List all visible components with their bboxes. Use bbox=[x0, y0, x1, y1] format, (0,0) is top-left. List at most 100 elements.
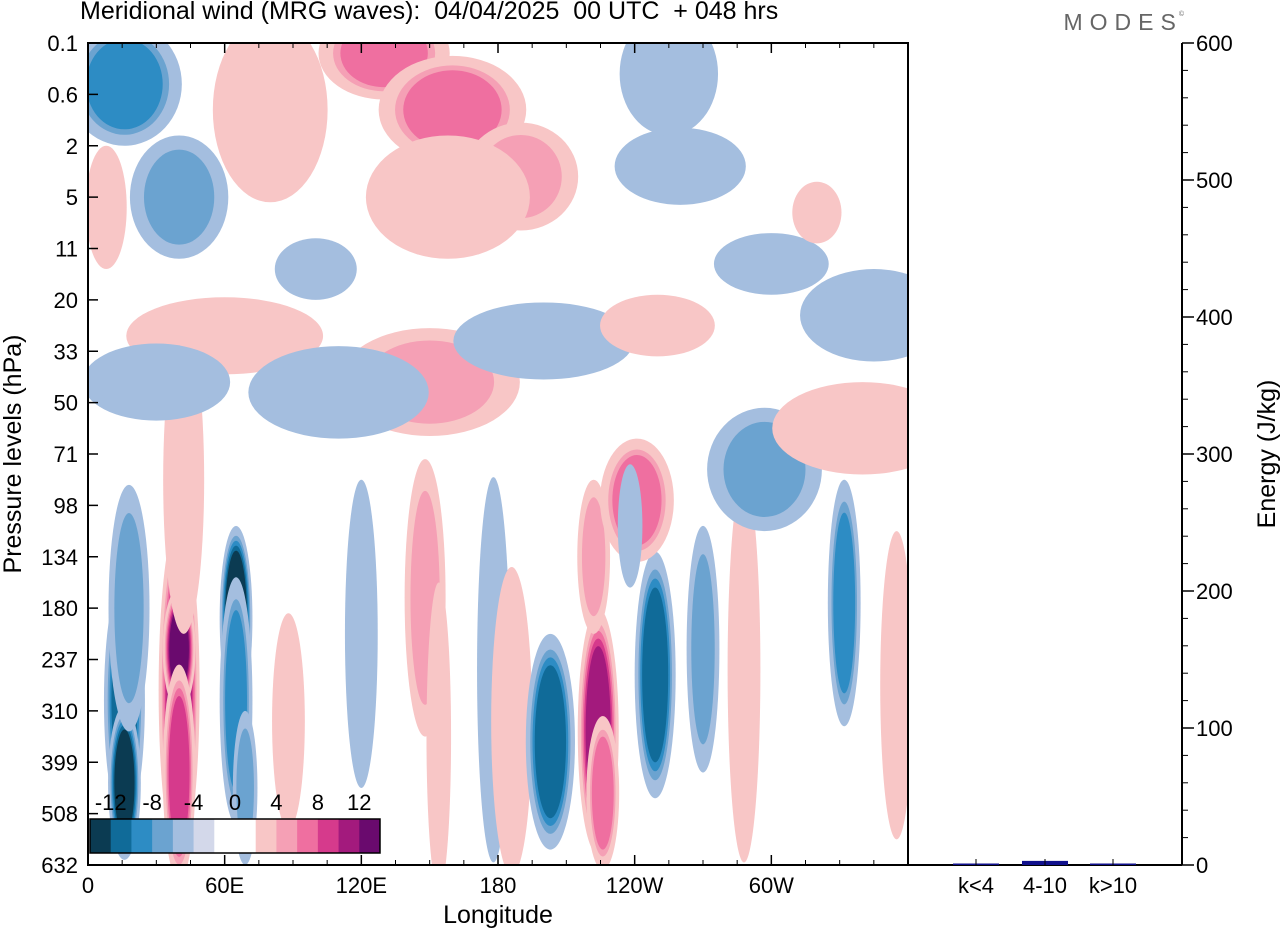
colorbar-swatch bbox=[131, 819, 153, 853]
heatmap-blob bbox=[642, 587, 669, 763]
heatmap-blob bbox=[89, 155, 123, 260]
energy-tick-label: 300 bbox=[1196, 442, 1233, 467]
y-tick-label: 310 bbox=[41, 699, 78, 724]
heatmap-blob bbox=[282, 243, 349, 295]
heatmap-blob bbox=[725, 238, 818, 290]
y-tick-label: 20 bbox=[54, 288, 78, 313]
energy-tick-label: 100 bbox=[1196, 716, 1233, 741]
heatmap-blob bbox=[168, 696, 190, 850]
y-tick-label: 0.6 bbox=[47, 82, 78, 107]
heatmap-blob bbox=[88, 43, 163, 130]
heatmap-blob bbox=[403, 70, 502, 150]
heatmap-blob bbox=[790, 389, 908, 468]
heatmap-blob bbox=[143, 149, 215, 245]
colorbar-swatch bbox=[235, 819, 257, 853]
heatmap-blob bbox=[833, 512, 856, 694]
colorbar-label: -4 bbox=[184, 790, 204, 815]
energy-category-label: k<4 bbox=[958, 873, 994, 898]
energy-ticks: 0 100 200 300 400 500 600 bbox=[1182, 31, 1233, 878]
heatmap-blob bbox=[114, 513, 144, 704]
heatmap-blob bbox=[348, 504, 375, 764]
colorbar-labels: -12 -8 -4 0 4 8 12 bbox=[95, 790, 372, 815]
heatmap-blob bbox=[382, 145, 514, 249]
colorbar-swatch bbox=[359, 819, 381, 853]
y-tick-label: 71 bbox=[54, 442, 78, 467]
x-tick-label: 120W bbox=[606, 873, 664, 898]
colorbar-swatch bbox=[276, 819, 298, 853]
y-tick-label: 2 bbox=[66, 134, 78, 159]
colorbar: -12 -8 -4 0 4 8 12 bbox=[89, 790, 381, 854]
heatmap-blob bbox=[611, 299, 704, 352]
colorbar-swatch bbox=[193, 819, 215, 853]
x-tick-label: 60E bbox=[205, 873, 244, 898]
heatmap-blob bbox=[114, 729, 135, 837]
y-tick-label: 237 bbox=[41, 648, 78, 673]
brand-mark: © bbox=[1178, 11, 1184, 18]
energy-tick-label: 600 bbox=[1196, 31, 1233, 56]
colorbar-swatches bbox=[90, 819, 381, 853]
heatmap-blob bbox=[275, 630, 302, 812]
colorbar-swatch bbox=[255, 819, 277, 853]
colorbar-label: -12 bbox=[95, 790, 127, 815]
y-tick-label: 399 bbox=[41, 750, 78, 775]
colorbar-label: 8 bbox=[312, 790, 324, 815]
colorbar-swatch bbox=[90, 819, 112, 853]
energy-category-label: 4-10 bbox=[1023, 873, 1067, 898]
heatmap-blob bbox=[814, 276, 908, 355]
heatmap-blob bbox=[627, 133, 733, 199]
brand-text: MODES bbox=[1063, 9, 1183, 35]
colorbar-swatch bbox=[297, 819, 319, 853]
heatmap-field bbox=[88, 43, 908, 865]
colorbar-label: 4 bbox=[270, 790, 282, 815]
heatmap-blob bbox=[428, 607, 449, 865]
y-tick-label: 33 bbox=[54, 339, 78, 364]
y-tick-label: 50 bbox=[54, 391, 78, 416]
energy-tick-label: 0 bbox=[1196, 853, 1208, 878]
x-tick-label: 0 bbox=[82, 873, 94, 898]
y-tick-label: 508 bbox=[41, 802, 78, 827]
heatmap-blob bbox=[883, 555, 908, 815]
colorbar-swatch bbox=[152, 819, 174, 853]
energy-axis-label: Energy (J/kg) bbox=[1253, 380, 1280, 529]
heatmap-blob bbox=[591, 736, 614, 850]
y-tick-label: 632 bbox=[41, 853, 78, 878]
energy-category-labels: k<4 4-10 k>10 bbox=[958, 859, 1137, 898]
heatmap-blob bbox=[266, 353, 411, 432]
heatmap-blob bbox=[97, 349, 216, 415]
energy-tick-label: 500 bbox=[1196, 168, 1233, 193]
colorbar-label: 0 bbox=[229, 790, 241, 815]
heatmap-axes: 0 60E 120E 180 120W 60W 0.1 0.6 2 5 11 20 33 50 71 98 1… bbox=[0, 31, 909, 929]
brand-logo: MODES© bbox=[1063, 9, 1188, 36]
heatmap-blob bbox=[730, 507, 758, 832]
heatmap-blob bbox=[797, 186, 837, 239]
x-tick-label: 60W bbox=[749, 873, 794, 898]
y-tick-label: 180 bbox=[41, 596, 78, 621]
y-tick-label: 0.1 bbox=[47, 31, 78, 56]
energy-tick-label: 200 bbox=[1196, 579, 1233, 604]
y-tick-label: 5 bbox=[66, 185, 78, 210]
colorbar-swatch bbox=[338, 819, 360, 853]
heatmap-blob bbox=[581, 497, 606, 617]
colorbar-label: 12 bbox=[347, 790, 371, 815]
x-axis-label: Longitude bbox=[443, 901, 553, 929]
colorbar-swatch bbox=[214, 819, 236, 853]
x-tick-label: 180 bbox=[480, 873, 517, 898]
colorbar-label: -8 bbox=[142, 790, 162, 815]
heatmap-blob bbox=[495, 591, 529, 851]
heatmap-blob bbox=[236, 728, 254, 848]
y-tick-label: 11 bbox=[55, 237, 78, 262]
colorbar-swatch bbox=[317, 819, 340, 853]
energy-category-label: k>10 bbox=[1089, 873, 1137, 898]
colorbar-swatch bbox=[172, 819, 195, 853]
chart-title: Meridional wind (MRG waves): 04/04/2025 … bbox=[80, 0, 779, 25]
heatmap-blob bbox=[224, 43, 317, 188]
x-tick-label: 120E bbox=[336, 873, 387, 898]
y-tick-label: 98 bbox=[54, 493, 78, 518]
colorbar-border bbox=[89, 818, 381, 854]
y-axis-label: Pressure levels (hPa) bbox=[0, 335, 27, 574]
energy-tick-label: 400 bbox=[1196, 305, 1233, 330]
heatmap-blob bbox=[691, 554, 715, 745]
heatmap-blob bbox=[534, 665, 567, 819]
heatmap-blob bbox=[471, 308, 616, 374]
